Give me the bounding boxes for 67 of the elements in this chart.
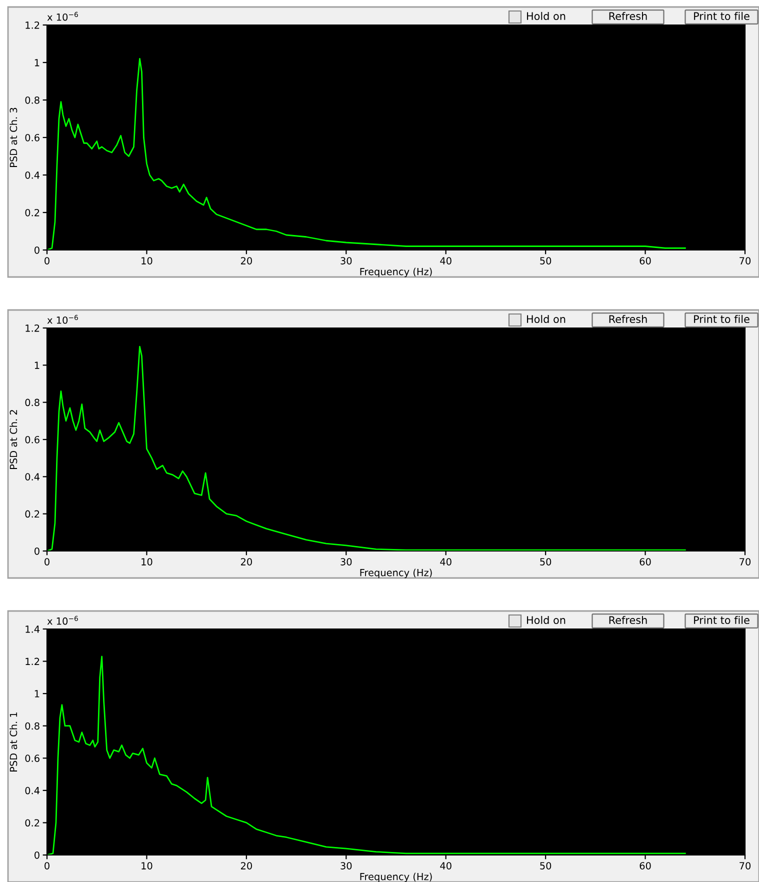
text: Hold on (527, 314, 566, 324)
text: Refresh (609, 616, 647, 624)
y-tick-label: 1 (34, 59, 40, 66)
x-tick-label: 10 (142, 257, 152, 264)
y-tick-label: 1.4 (26, 626, 40, 633)
y-tick-label: 0.6 (25, 134, 40, 142)
x-tick-label: 50 (540, 862, 552, 870)
y-tick-label: 0.6 (25, 436, 40, 444)
y-tick-label: 0.8 (25, 398, 40, 406)
x-tick-label: 70 (740, 558, 751, 566)
x-tick-label: 30 (340, 257, 352, 264)
y-axis-title: PSD at Ch. 3 (10, 108, 18, 167)
x-tick-label: 50 (540, 558, 552, 566)
y-tick-label: 1.2 (26, 324, 40, 332)
line-series (47, 346, 686, 551)
x-tick-label: 30 (340, 862, 352, 870)
text: Refresh (609, 314, 647, 324)
y-tick-label: 0.4 (25, 786, 40, 794)
x-tick-label: 0 (44, 558, 50, 566)
y-axis-title: PSD at Ch. 2 (10, 410, 18, 469)
x-tick-label: 70 (740, 862, 751, 870)
x-tick-label: 60 (640, 862, 651, 870)
x-tick-label: 20 (240, 862, 252, 870)
x-tick-label: 10 (142, 558, 152, 566)
y-tick-label: 0.2 (25, 819, 40, 827)
x-tick-label: 60 (640, 257, 651, 264)
line-series (47, 656, 686, 855)
y-tick-label: 1.2 (26, 21, 40, 29)
x-tick-label: 60 (640, 558, 651, 566)
text: Hold on (527, 12, 566, 20)
x-tick-label: 30 (340, 558, 352, 566)
text: Print to file (694, 616, 750, 624)
y-tick-label: 0.8 (25, 96, 40, 104)
text: Print to file (694, 314, 750, 324)
text: x 10$^{−6}$ (47, 616, 78, 625)
x-tick-label: 40 (440, 257, 452, 264)
y-tick-label: 0.2 (25, 510, 40, 518)
y-tick-label: 1 (34, 690, 40, 698)
y-tick-label: 0 (34, 851, 40, 859)
y-tick-label: 0.6 (25, 754, 40, 762)
x-tick-label: 50 (540, 257, 552, 264)
y-tick-label: 1.2 (26, 658, 40, 665)
x-tick-label: 10 (142, 862, 152, 870)
line-series (47, 58, 686, 250)
y-axis-title: PSD at Ch. 1 (10, 712, 18, 772)
x-tick-label: 0 (44, 862, 50, 870)
y-tick-label: 1 (34, 362, 40, 369)
y-tick-label: 0 (34, 246, 40, 254)
y-tick-label: 0 (34, 547, 40, 555)
text: x 10$^{−6}$ (47, 314, 78, 324)
x-axis-title: Frequency (Hz) (360, 568, 432, 578)
x-tick-label: 70 (740, 257, 751, 264)
x-tick-label: 0 (44, 257, 50, 264)
x-axis-title: Frequency (Hz) (360, 268, 432, 278)
text: Print to file (694, 12, 750, 20)
x-tick-label: 20 (240, 558, 252, 566)
y-tick-label: 0.2 (25, 208, 40, 216)
text: Hold on (527, 616, 566, 624)
text: Refresh (609, 12, 647, 20)
x-tick-label: 40 (440, 862, 452, 870)
y-tick-label: 0.8 (25, 722, 40, 730)
y-tick-label: 0.4 (25, 171, 40, 179)
x-tick-label: 20 (240, 257, 252, 264)
text: x 10$^{−6}$ (47, 12, 78, 21)
y-tick-label: 0.4 (25, 473, 40, 480)
x-axis-title: Frequency (Hz) (360, 872, 432, 882)
x-tick-label: 40 (440, 558, 452, 566)
